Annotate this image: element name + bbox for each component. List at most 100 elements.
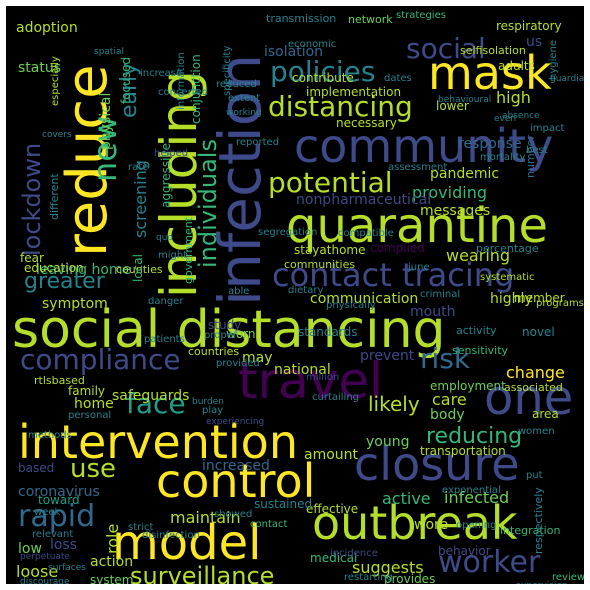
word-medical: medical: [310, 551, 357, 565]
word-specificity: specificity: [222, 46, 233, 96]
word-worn: worn: [226, 327, 255, 341]
word-surveillance: surveillance: [130, 562, 274, 584]
word-physically: physically: [326, 300, 376, 311]
word-impact: impact: [530, 123, 564, 134]
word-compliance: compliance: [20, 343, 181, 376]
word-rtlsbased: rtlsbased: [34, 374, 85, 387]
word-isolation: isolation: [264, 44, 323, 60]
word-family: family: [68, 384, 105, 398]
word-contact-tracing: contact tracing: [272, 256, 514, 294]
word-opening: opening: [456, 520, 496, 531]
word-highly: highly: [490, 291, 533, 307]
word-status: status: [18, 60, 61, 76]
word-helped: helped: [154, 148, 188, 159]
word-early: early: [117, 63, 142, 118]
word-low: low: [18, 541, 42, 557]
word-strict: strict: [128, 522, 154, 533]
word-reduced: reduced: [216, 79, 257, 90]
word-nonpharmaceutical: nonpharmaceutical: [296, 192, 431, 208]
word-dates: dates: [384, 73, 412, 84]
word-surfaces: surfaces: [48, 563, 86, 573]
word-screening: screening: [131, 160, 150, 238]
word-increased: increased: [202, 458, 270, 474]
word-member: member: [514, 291, 565, 305]
word-us: us: [526, 34, 542, 50]
word-counties: counties: [116, 263, 163, 276]
word-might: might: [158, 250, 187, 261]
word-exponential: exponential: [442, 485, 501, 496]
word-use: use: [70, 454, 116, 484]
word-extent: extent: [228, 93, 260, 104]
word-communication: communication: [310, 291, 418, 307]
word-dietary: dietary: [288, 285, 323, 296]
word-women: women: [518, 426, 555, 437]
word-based: based: [18, 461, 54, 475]
word-wearing: wearing: [446, 246, 510, 265]
word-infected: infected: [444, 488, 509, 507]
word-lockdown: lockdown: [18, 143, 46, 256]
word-activity: activity: [456, 324, 497, 337]
word-adoption: adoption: [16, 20, 78, 36]
word-maintain: maintain: [170, 508, 241, 527]
word-fear: fear: [20, 251, 44, 265]
word-distancing: distancing: [268, 90, 413, 123]
word-burden: burden: [192, 397, 224, 407]
word-integration: integration: [500, 524, 560, 537]
word-personal: personal: [68, 410, 111, 421]
word-home: home: [74, 396, 114, 412]
word-mortality: mortality: [480, 152, 525, 163]
word-review: review: [552, 572, 584, 583]
word-pandemic: pandemic: [430, 166, 499, 182]
word-wore: wore: [414, 517, 448, 533]
word-increase: increase: [140, 68, 182, 79]
word-supervision: supervision: [516, 581, 568, 584]
word-physical: physical: [98, 93, 114, 150]
word-loose: loose: [16, 562, 58, 581]
word-closure: closure: [354, 437, 520, 491]
word-information: information: [176, 52, 187, 110]
word-model: model: [112, 515, 261, 571]
word-care: care: [432, 390, 467, 409]
word-messages: messages: [420, 203, 490, 219]
word-put: put: [526, 470, 543, 481]
word-reported: reported: [236, 137, 279, 148]
word-response: response: [458, 136, 522, 152]
word-social: social: [406, 32, 486, 65]
word-million: million: [306, 372, 339, 383]
word-contribute: contribute: [292, 71, 354, 85]
word-spatial: spatial: [94, 47, 124, 57]
word-economic: economic: [288, 39, 336, 50]
word-necessary: necessary: [336, 116, 397, 130]
word-travel: travel: [238, 352, 383, 410]
word-body: body: [430, 407, 465, 423]
word-network: network: [348, 13, 393, 26]
word-experiencing: experiencing: [206, 417, 264, 427]
word-employment: employment: [430, 379, 506, 393]
word-best: best: [526, 145, 548, 156]
word-transmission: transmission: [266, 12, 336, 25]
word-mask: mask: [428, 46, 552, 100]
word-adults: adults: [498, 59, 535, 73]
word-greater: greater: [24, 269, 106, 294]
word-rapid: rapid: [18, 499, 95, 534]
word-criminal: criminal: [420, 289, 460, 300]
word-able: able: [228, 286, 249, 297]
word-implementation: implementation: [306, 85, 401, 99]
word-compatible: compatible: [338, 228, 394, 239]
word-perpetuate: perpetuate: [20, 552, 70, 562]
word-social-distancing: social distancing: [12, 300, 446, 360]
word-symptom: symptom: [42, 296, 108, 312]
word-assessment: assessment: [388, 162, 447, 173]
word-worker: worker: [438, 545, 541, 580]
word-government: government: [182, 216, 195, 284]
word-covers: covers: [42, 130, 72, 140]
word-loss: loss: [50, 537, 77, 553]
word-leaving-home: leaving home: [36, 262, 131, 278]
word-danger: danger: [148, 296, 184, 307]
word-sustained: sustained: [254, 497, 312, 511]
word-standards: standards: [298, 325, 357, 339]
word-week: week: [34, 507, 60, 518]
word-cloud-canvas: social distancing reduce infection includin…: [6, 6, 584, 584]
word-strategies: strategies: [396, 10, 446, 21]
word-showed: showed: [214, 509, 252, 520]
